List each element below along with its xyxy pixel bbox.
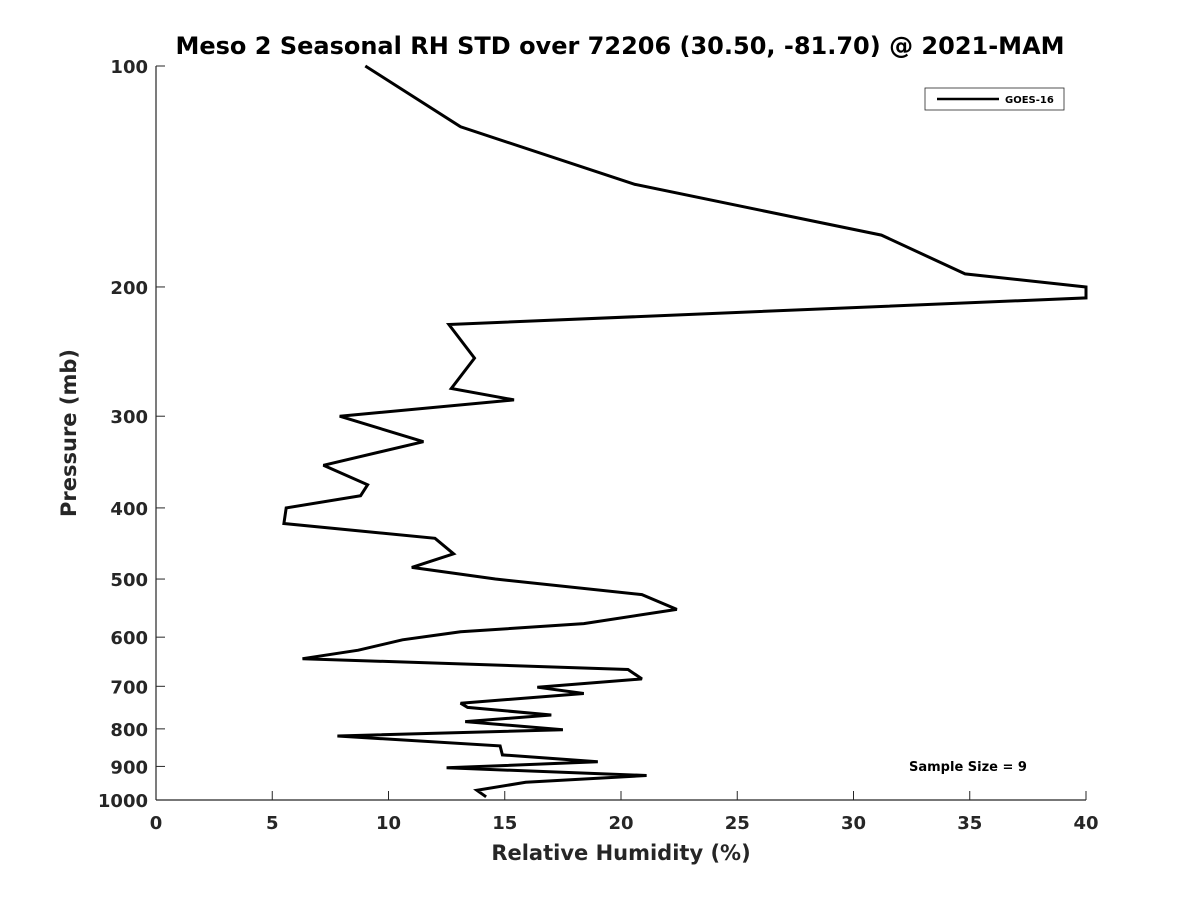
x-tick-label: 0 bbox=[150, 813, 163, 834]
y-tick-label: 700 bbox=[110, 677, 148, 698]
y-tick-label: 600 bbox=[110, 628, 148, 649]
y-tick-label: 300 bbox=[110, 407, 148, 428]
legend-label-goes-16: GOES-16 bbox=[1005, 95, 1054, 106]
x-axis-label: Relative Humidity (%) bbox=[491, 841, 750, 865]
y-tick-label: 500 bbox=[110, 570, 148, 591]
series-line-goes-16 bbox=[282, 64, 1088, 799]
x-tick-label: 25 bbox=[725, 813, 750, 834]
chart-title: Meso 2 Seasonal RH STD over 72206 (30.50… bbox=[175, 32, 1064, 60]
y-axis-ticks: 100 200 300 400 500 600 700 800 900 1000 bbox=[98, 57, 165, 812]
x-axis-ticks: 0 5 10 15 20 25 30 35 40 bbox=[150, 791, 1099, 834]
y-tick-label: 1000 bbox=[98, 791, 148, 812]
y-tick-label: 100 bbox=[110, 57, 148, 78]
x-tick-label: 10 bbox=[376, 813, 401, 834]
sample-size-annotation: Sample Size = 9 bbox=[909, 760, 1027, 775]
x-tick-label: 30 bbox=[841, 813, 866, 834]
y-tick-label: 900 bbox=[110, 757, 148, 778]
x-tick-label: 5 bbox=[266, 813, 279, 834]
x-tick-label: 35 bbox=[957, 813, 982, 834]
y-tick-label: 400 bbox=[110, 499, 148, 520]
legend: GOES-16 bbox=[924, 87, 1065, 111]
x-tick-label: 20 bbox=[608, 813, 633, 834]
y-axis-label: Pressure (mb) bbox=[57, 349, 81, 517]
x-tick-label: 40 bbox=[1073, 813, 1098, 834]
y-tick-label: 200 bbox=[110, 278, 148, 299]
y-tick-label: 800 bbox=[110, 720, 148, 741]
series-layer bbox=[282, 64, 1088, 799]
x-tick-label: 15 bbox=[492, 813, 517, 834]
